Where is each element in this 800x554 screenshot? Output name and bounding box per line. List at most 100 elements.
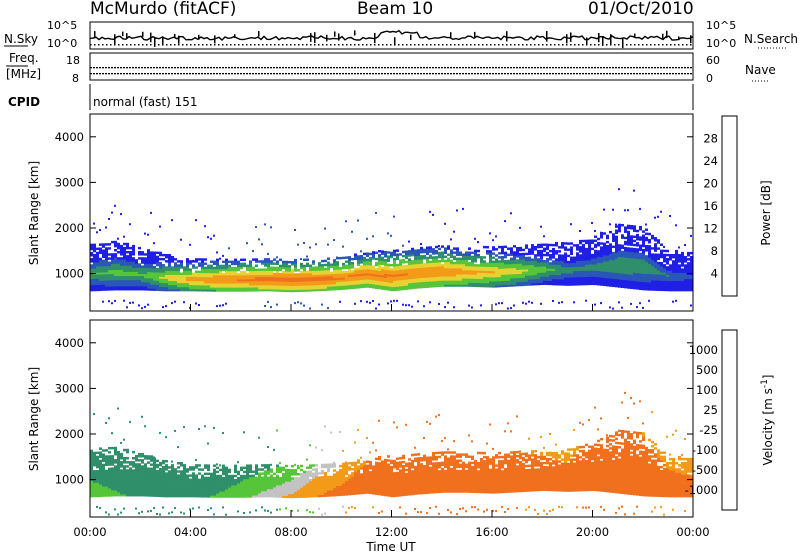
echo-cell (93, 276, 96, 279)
echo-cell (426, 267, 429, 270)
echo-cell (165, 276, 168, 280)
echo-cell (147, 475, 150, 479)
echo-cell (465, 284, 468, 287)
echo-cell (114, 475, 117, 478)
echo-cell (150, 480, 153, 483)
nave-dot (372, 73, 374, 75)
echo-cell (429, 266, 432, 270)
echo-cell (282, 266, 285, 270)
echo-cell (120, 457, 123, 460)
echo-cell (195, 484, 198, 488)
echo-cell (639, 254, 642, 258)
echo-cell (318, 276, 321, 279)
echo-cell (90, 278, 93, 282)
echo-cell (162, 266, 165, 269)
echo-cell (225, 275, 228, 278)
echo-cell (171, 484, 174, 488)
echo-cell (189, 468, 192, 471)
echo-cell (402, 273, 405, 276)
echo-cell (234, 272, 237, 276)
echo-cell (366, 262, 369, 266)
echo-cell (645, 247, 648, 250)
echo-cell (513, 253, 516, 256)
echo-cell (135, 487, 138, 491)
echo-cell (129, 481, 132, 485)
echo-cell (318, 266, 321, 269)
freq-dot (462, 67, 464, 69)
echo-cell (351, 274, 354, 277)
echo-cell (450, 261, 453, 265)
echo-cell (690, 284, 693, 288)
echo-cell (414, 280, 417, 283)
nave-dot (141, 73, 143, 75)
echo-cell (309, 264, 312, 267)
echo-cell (627, 261, 630, 265)
echo-cell (159, 284, 162, 287)
echo-cell (519, 259, 522, 262)
echo-cell (150, 490, 153, 493)
echo-cell (537, 266, 540, 269)
echo-cell (525, 277, 528, 280)
echo-cell (558, 268, 561, 272)
echo-cell (249, 272, 252, 276)
freq-dot (342, 67, 344, 69)
echo-cell (375, 268, 378, 271)
echo-cell (663, 274, 666, 277)
echo-cell (399, 284, 402, 287)
echo-cell (126, 279, 129, 283)
echo-cell (579, 268, 582, 272)
echo-cell (162, 472, 165, 475)
echo-cell (639, 273, 642, 276)
echo-cell (402, 275, 405, 278)
echo-cell (99, 467, 102, 471)
echo-cell (537, 260, 540, 263)
echo-cell (690, 268, 693, 271)
echo-cell (138, 281, 141, 285)
echo-cell (147, 251, 150, 254)
echo-cell (159, 490, 162, 493)
echo-cell (141, 465, 144, 468)
ground-cell (111, 302, 113, 305)
nave-label: Nave (745, 63, 776, 77)
echo-cell (429, 248, 432, 251)
echo-cell (234, 275, 237, 278)
scatter-cell (180, 238, 182, 241)
echo-cell (96, 459, 99, 463)
echo-cell (519, 277, 522, 281)
nave-dot (684, 73, 686, 75)
echo-cell (99, 459, 102, 463)
echo-cell (552, 274, 555, 278)
nsearch-dot (242, 44, 244, 46)
echo-cell (486, 280, 489, 284)
echo-cell (201, 495, 204, 498)
nsearch-dot (654, 44, 656, 46)
echo-cell (606, 265, 609, 268)
echo-cell (678, 274, 681, 277)
echo-cell (660, 280, 663, 283)
echo-cell (222, 285, 225, 288)
echo-cell (102, 469, 105, 473)
echo-cell (519, 265, 522, 268)
echo-cell (240, 275, 243, 278)
echo-cell (186, 468, 189, 471)
echo-cell (102, 455, 105, 458)
echo-cell (150, 282, 153, 285)
echo-cell (570, 279, 573, 282)
echo-cell (381, 287, 384, 290)
nsearch-dot (126, 44, 128, 46)
echo-cell (441, 268, 444, 271)
echo-cell (117, 487, 120, 491)
echo-cell (204, 278, 207, 282)
echo-cell (285, 265, 288, 268)
echo-cell (174, 272, 177, 275)
echo-cell (348, 264, 351, 267)
echo-cell (132, 491, 135, 495)
echo-cell (690, 280, 693, 284)
freq-dot (345, 67, 347, 69)
echo-cell (558, 276, 561, 280)
echo-cell (225, 272, 228, 276)
nsky-spike (150, 32, 152, 43)
echo-cell (120, 279, 123, 283)
echo-cell (615, 237, 618, 241)
echo-cell (354, 257, 357, 261)
